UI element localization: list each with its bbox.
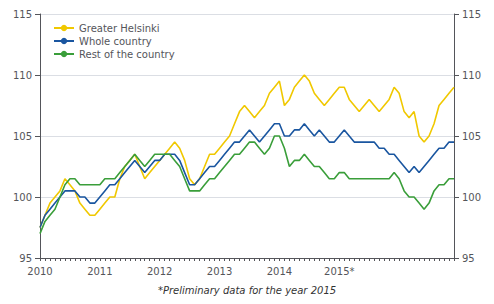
- svg-text:95: 95: [462, 253, 475, 264]
- svg-text:115: 115: [13, 9, 32, 20]
- svg-text:2010: 2010: [27, 266, 52, 277]
- svg-text:100: 100: [13, 192, 32, 203]
- svg-text:110: 110: [13, 70, 32, 81]
- svg-text:2012: 2012: [147, 266, 172, 277]
- svg-text:2014: 2014: [267, 266, 292, 277]
- svg-text:2013: 2013: [207, 266, 232, 277]
- svg-text:115: 115: [462, 9, 481, 20]
- svg-text:2011: 2011: [87, 266, 112, 277]
- svg-text:105: 105: [13, 131, 32, 142]
- svg-text:Whole country: Whole country: [79, 36, 152, 47]
- svg-text:Rest of the country: Rest of the country: [79, 49, 175, 60]
- svg-text:105: 105: [462, 131, 481, 142]
- svg-text:2015*: 2015*: [324, 266, 354, 277]
- svg-text:100: 100: [462, 192, 481, 203]
- svg-text:*Preliminary data for the year: *Preliminary data for the year 2015: [158, 285, 336, 296]
- svg-text:95: 95: [19, 253, 32, 264]
- svg-text:Greater Helsinki: Greater Helsinki: [79, 23, 160, 34]
- svg-text:110: 110: [462, 70, 481, 81]
